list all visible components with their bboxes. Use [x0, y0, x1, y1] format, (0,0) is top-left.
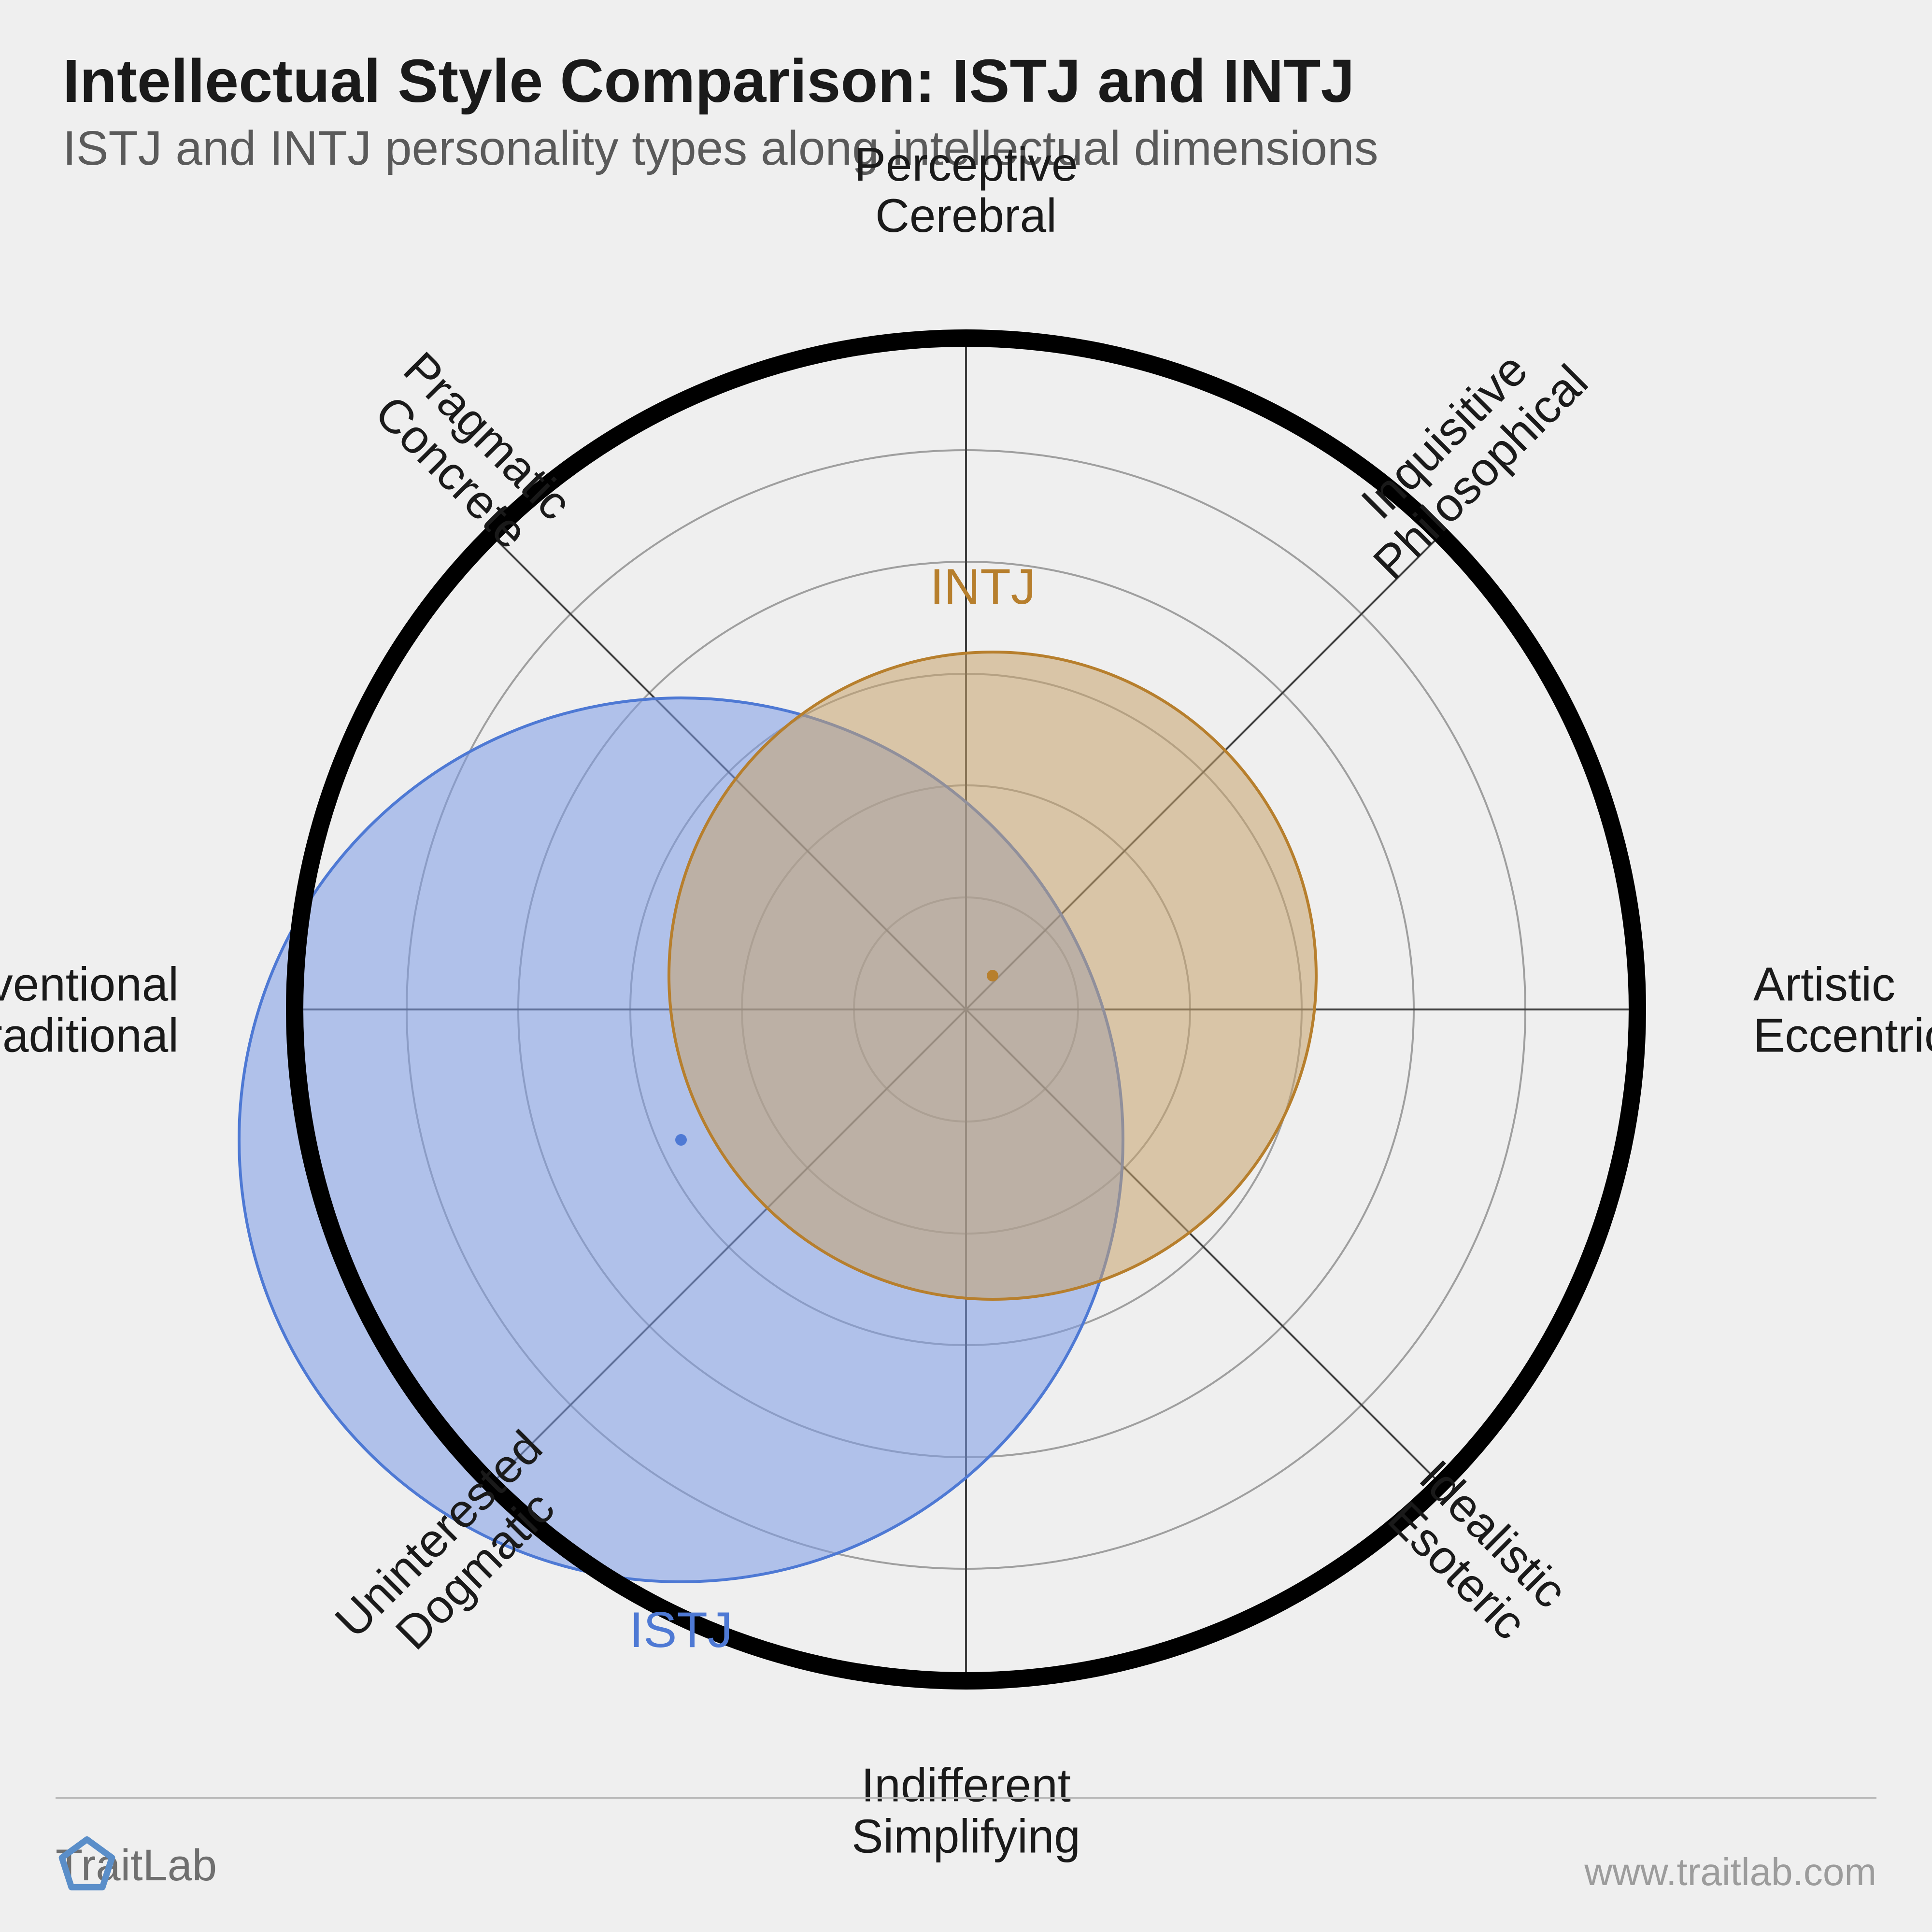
- series-center-istj: [675, 1134, 687, 1146]
- svg-text:Traditional: Traditional: [0, 1009, 179, 1062]
- svg-text:Cerebral: Cerebral: [875, 189, 1057, 242]
- svg-text:Eccentric: Eccentric: [1753, 1009, 1932, 1062]
- axis-label: IdealisticEsoteric: [1374, 1450, 1577, 1654]
- svg-text:Perceptive: Perceptive: [854, 138, 1078, 191]
- svg-text:Conventional: Conventional: [0, 957, 179, 1010]
- svg-text:Indifferent: Indifferent: [861, 1758, 1071, 1811]
- series-label-istj: ISTJ: [629, 1602, 733, 1658]
- footer-divider: [56, 1797, 1876, 1799]
- axis-label: ConventionalTraditional: [0, 957, 179, 1062]
- polar-chart: ISTJINTJPerceptiveCerebralInquisitivePhi…: [0, 0, 1932, 1932]
- series-center-intj: [987, 970, 998, 981]
- traitlab-logo-icon: [56, 1834, 118, 1897]
- axis-label: PragmaticConcrete: [357, 341, 582, 566]
- series-label-intj: INTJ: [930, 559, 1036, 615]
- chart-canvas: Intellectual Style Comparison: ISTJ and …: [0, 0, 1932, 1932]
- footer-url: www.traitlab.com: [1584, 1850, 1876, 1894]
- svg-text:Artistic: Artistic: [1753, 957, 1895, 1010]
- axis-label: PerceptiveCerebral: [854, 138, 1078, 242]
- footer-brand: TraitLab: [56, 1840, 217, 1891]
- axis-label: ArtisticEccentric: [1753, 957, 1932, 1062]
- axis-label: IndifferentSimplifying: [852, 1758, 1080, 1862]
- svg-text:Simplifying: Simplifying: [852, 1809, 1080, 1862]
